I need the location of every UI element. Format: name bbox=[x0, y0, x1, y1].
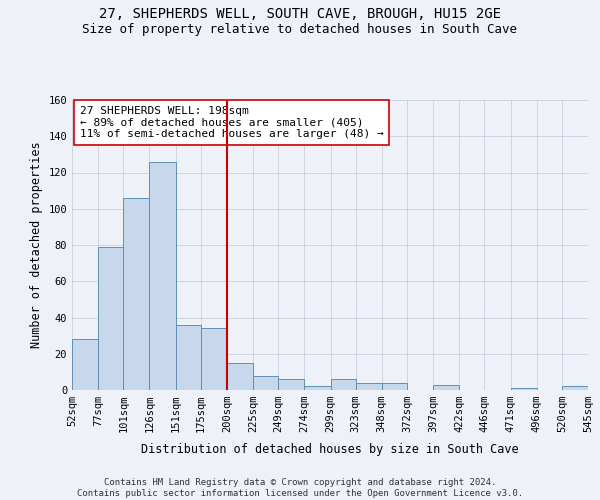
Text: 27 SHEPHERDS WELL: 198sqm
← 89% of detached houses are smaller (405)
11% of semi: 27 SHEPHERDS WELL: 198sqm ← 89% of detac… bbox=[80, 106, 383, 139]
Bar bbox=[331, 379, 356, 390]
Bar bbox=[72, 339, 98, 390]
Text: Distribution of detached houses by size in South Cave: Distribution of detached houses by size … bbox=[141, 442, 519, 456]
Bar bbox=[433, 384, 459, 390]
Text: 27, SHEPHERDS WELL, SOUTH CAVE, BROUGH, HU15 2GE: 27, SHEPHERDS WELL, SOUTH CAVE, BROUGH, … bbox=[99, 8, 501, 22]
Bar bbox=[356, 383, 382, 390]
Bar bbox=[511, 388, 537, 390]
Bar bbox=[149, 162, 176, 390]
Bar bbox=[278, 379, 304, 390]
Bar bbox=[562, 386, 588, 390]
Bar bbox=[253, 376, 278, 390]
Bar bbox=[201, 328, 227, 390]
Bar bbox=[304, 386, 331, 390]
Y-axis label: Number of detached properties: Number of detached properties bbox=[30, 142, 43, 348]
Bar bbox=[382, 383, 407, 390]
Bar bbox=[227, 363, 253, 390]
Bar bbox=[98, 247, 123, 390]
Bar bbox=[176, 325, 201, 390]
Text: Size of property relative to detached houses in South Cave: Size of property relative to detached ho… bbox=[83, 22, 517, 36]
Text: Contains HM Land Registry data © Crown copyright and database right 2024.
Contai: Contains HM Land Registry data © Crown c… bbox=[77, 478, 523, 498]
Bar bbox=[123, 198, 149, 390]
